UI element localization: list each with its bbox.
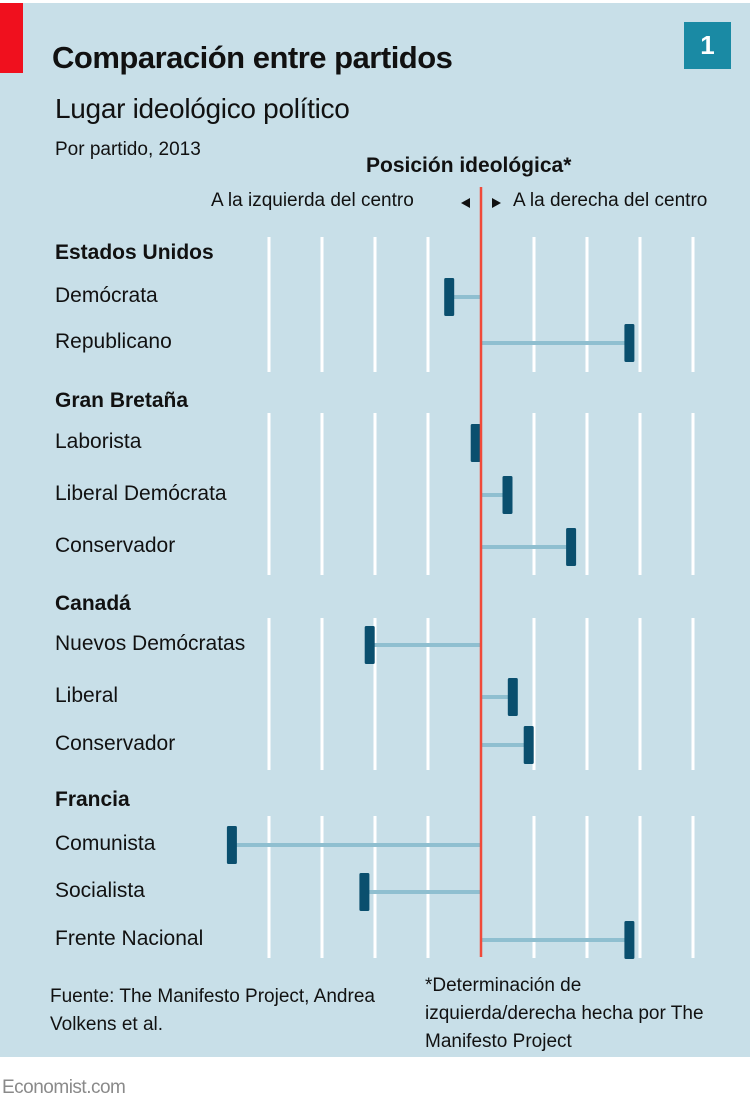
group-label: Francia: [55, 788, 130, 811]
party-marker: [226, 826, 237, 864]
party-marker: [470, 424, 481, 462]
group-label: Canadá: [55, 592, 131, 615]
party-marker: [624, 921, 635, 959]
party-label: Demócrata: [55, 284, 158, 307]
party-label: Republicano: [55, 330, 172, 353]
party-marker: [566, 528, 577, 566]
party-marker: [523, 726, 534, 764]
party-marker: [359, 873, 370, 911]
party-marker: [444, 278, 455, 316]
accent-bar: [0, 3, 23, 73]
group-label: Gran Bretaña: [55, 389, 189, 412]
party-label: Liberal Demócrata: [55, 482, 227, 505]
party-marker: [507, 678, 518, 716]
footnote: *Determinación de izquierda/derecha hech…: [425, 975, 704, 1052]
party-label: Liberal: [55, 684, 119, 707]
chart-number-badge: 1: [684, 22, 731, 69]
party-label: Frente Nacional: [55, 927, 204, 950]
axis-title: Posición ideológica*: [366, 154, 572, 177]
party-marker: [364, 626, 375, 664]
chart-title: Comparación entre partidos: [52, 40, 453, 75]
chart-subtitle: Lugar ideológico político: [55, 93, 350, 124]
party-label: Conservador: [55, 732, 176, 755]
brand-logo: Economist.com: [2, 1077, 126, 1098]
group-label: Estados Unidos: [55, 241, 214, 264]
party-label: Socialista: [55, 879, 145, 902]
axis-left-label: A la izquierda del centro: [211, 190, 414, 211]
party-marker: [624, 324, 635, 362]
party-marker: [502, 476, 513, 514]
chart-period: Por partido, 2013: [55, 139, 201, 160]
party-label: Laborista: [55, 430, 142, 453]
party-label: Conservador: [55, 534, 176, 557]
arrow-right-icon: [492, 198, 501, 208]
party-label: Nuevos Demócratas: [55, 632, 246, 655]
party-label: Comunista: [55, 832, 156, 855]
source-note: Fuente: The Manifesto Project, Andrea Vo…: [50, 986, 375, 1035]
axis-right-label: A la derecha del centro: [513, 190, 708, 211]
arrow-left-icon: [461, 198, 470, 208]
